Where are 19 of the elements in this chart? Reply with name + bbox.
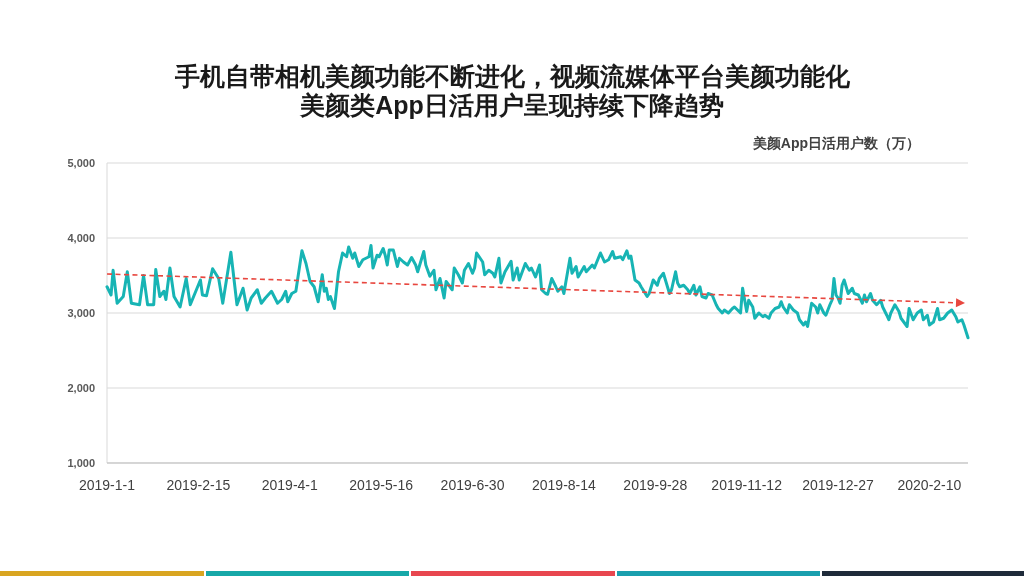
y-axis-title: 美颜App日活用户数（万） <box>751 135 920 151</box>
x-tick-label: 2019-2-15 <box>166 477 231 493</box>
x-tick-label: 2019-8-14 <box>531 477 597 493</box>
line-series <box>105 244 970 340</box>
x-tick-label: 2019-1-1 <box>78 477 136 493</box>
chart-subtitle: 美颜类App日活用户呈现持续下降趋势 <box>299 91 724 119</box>
x-tick-label: 2019-11-12 <box>711 477 783 493</box>
y-tick-label: 3,000 <box>67 306 95 319</box>
x-tick-label: 2019-12-27 <box>802 477 875 493</box>
chart-title: 手机自带相机美颜功能不断进化，视频流媒体平台美颜功能化 <box>173 62 851 90</box>
y-tick-label: 5,000 <box>67 156 95 169</box>
x-tick-label: 2019-6-30 <box>440 477 505 493</box>
y-tick-label: 2,000 <box>67 381 95 394</box>
x-tick-label: 2019-5-16 <box>349 477 414 493</box>
x-tick-label: 2020-2-10 <box>897 477 962 493</box>
x-tick-label: 2019-9-28 <box>623 477 688 493</box>
y-tick-label: 1,000 <box>67 456 95 469</box>
x-tick-label: 2019-4-1 <box>261 477 318 493</box>
y-tick-label: 4,000 <box>67 231 95 244</box>
